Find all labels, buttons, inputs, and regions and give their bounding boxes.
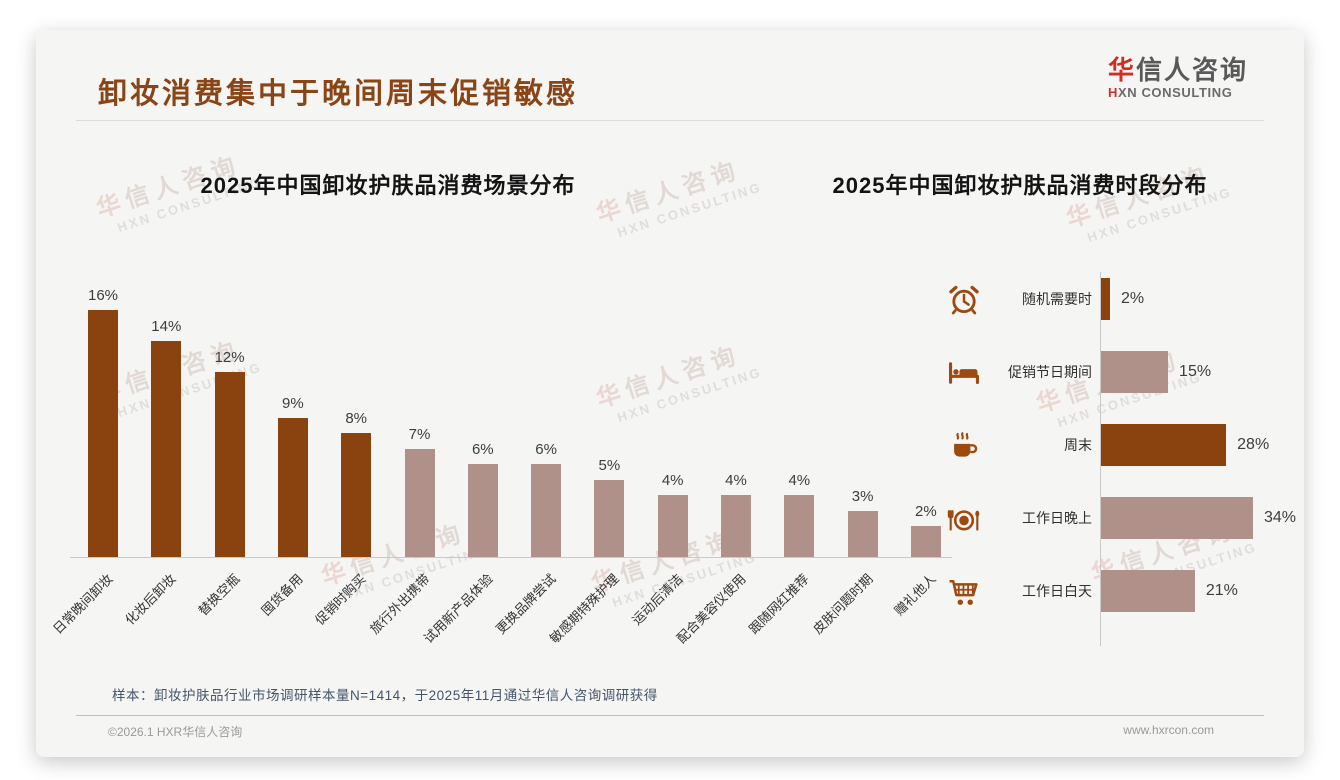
bar-运动后清洁 (657, 495, 688, 557)
bar-value-label: 6% (471, 441, 494, 459)
company-logo: 华信人咨询 HXN CONSULTING (1108, 56, 1248, 100)
bar-配合美容仪使用 (721, 495, 751, 557)
bar-促销节日期间 (1101, 351, 1169, 393)
bar-敏感期特殊护理 (594, 479, 625, 557)
bar-value-label: 4% (661, 472, 684, 490)
bar-value-label: 14% (151, 317, 182, 335)
bar-工作日白天 (1101, 570, 1195, 612)
page-title: 卸妆消费集中于晚间周末促销敏感 (98, 78, 579, 110)
x-axis-label: 替换空瓶 (194, 571, 243, 619)
time-category-label: 工作日白天 (1022, 583, 1092, 599)
bar-试用新产品体验 (467, 464, 498, 557)
bar-赠礼他人 (910, 526, 941, 557)
logo-en-text: HXN CONSULTING (1107, 84, 1248, 100)
x-axis-label: 跟随网红推荐 (746, 571, 813, 637)
bar-value-label: 16% (87, 286, 119, 304)
coffee-cup-icon (942, 427, 986, 465)
watermark-cn-accent: 华 (1063, 198, 1101, 234)
bar-value-label: 2% (915, 503, 937, 521)
time-chart-row: 随机需要时 2% (916, 278, 1304, 320)
x-axis-label: 更换品牌尝试 (493, 571, 559, 637)
bar-旅行外出携带 (404, 448, 435, 557)
bar-value-label: 4% (788, 472, 811, 490)
bar-皮肤问题时期 (847, 510, 878, 557)
bar-value-label: 7% (408, 425, 431, 443)
bar-周末 (1101, 424, 1227, 466)
bar-化妆后卸妆 (151, 340, 182, 557)
bar-value-label: 5% (598, 456, 621, 474)
x-axis-label: 囤货备用 (258, 571, 306, 619)
x-axis-label: 运动后清洁 (628, 571, 686, 628)
time-chart: 随机需要时 2% 促销节日期间 15% 周末 28% 工作日晚上 34% 工作日白天 21% (916, 272, 1304, 646)
bar-value-label: 28% (1237, 436, 1270, 453)
bar-替换空瓶 (214, 371, 245, 557)
scene-chart-title: 2025年中国卸妆护肤品消费场景分布 (200, 173, 576, 198)
x-axis-label: 试用新产品体验 (420, 571, 496, 647)
logo-en-accent: H (1107, 84, 1118, 100)
footer-website: www.hxrcon.com (1123, 723, 1214, 737)
logo-cn-text: 华信人咨询 (1108, 56, 1248, 85)
bar-value-label: 21% (1205, 582, 1238, 599)
time-chart-row: 周末 28% (916, 424, 1304, 466)
bar-囤货备用 (277, 417, 308, 557)
footer-divider (76, 715, 1264, 716)
bar-促销时购买 (341, 433, 372, 557)
bar-value-label: 3% (851, 487, 874, 505)
bar-value-label: 6% (535, 441, 557, 459)
x-axis-label: 皮肤问题时期 (809, 571, 876, 637)
bar-跟随网红推荐 (784, 495, 815, 557)
slide-card: 卸妆消费集中于晚间周末促销敏感 华信人咨询 HXN CONSULTING 202… (36, 30, 1304, 757)
x-axis-label: 配合美容仪使用 (673, 571, 749, 647)
shopping-cart-icon (942, 573, 986, 611)
x-axis-label: 促销时购买 (312, 571, 369, 628)
sample-footnote: 样本：卸妆护肤品行业市场调研样本量N=1414，于2025年11月通过华信人咨询… (112, 688, 658, 703)
time-category-label: 周末 (1064, 437, 1092, 453)
bar-更换品牌尝试 (531, 464, 562, 557)
bar-value-label: 12% (214, 348, 245, 366)
scene-chart-plot: 16% 14% 12% 9% 8% 7% 6% 6% 5% 4% 4% 4% 3% 2% (70, 280, 952, 558)
footer-copyright: ©2026.1 HXR华信人咨询 (108, 725, 243, 739)
header-divider (76, 120, 1264, 121)
logo-en-rest: XN CONSULTING (1117, 84, 1233, 100)
time-chart-title: 2025年中国卸妆护肤品消费时段分布 (832, 173, 1208, 198)
bar-value-label: 9% (282, 394, 304, 412)
time-chart-row: 工作日白天 21% (916, 570, 1304, 612)
time-chart-axis (1100, 272, 1101, 646)
logo-cn-accent: 华 (1107, 55, 1136, 85)
alarm-clock-icon (942, 281, 986, 319)
bar-value-label: 2% (1120, 290, 1145, 307)
x-axis-label: 化妆后卸妆 (122, 571, 180, 628)
bed-icon (942, 354, 986, 392)
bar-value-label: 34% (1263, 509, 1296, 526)
plate-cutlery-icon (942, 500, 986, 538)
time-category-label: 促销节日期间 (1008, 364, 1092, 380)
time-chart-row: 工作日晚上 34% (916, 497, 1304, 539)
x-axis-label: 旅行外出携带 (366, 571, 433, 637)
bar-日常晚间卸妆 (88, 309, 118, 557)
bar-value-label: 8% (345, 410, 368, 428)
bar-value-label: 15% (1179, 363, 1212, 380)
bar-value-label: 4% (725, 472, 747, 490)
x-axis-label: 敏感期特殊护理 (547, 571, 623, 647)
scene-chart-xticks: 日常晚间卸妆 化妆后卸妆 替换空瓶 囤货备用 促销时购买 旅行外出携带 试用新产品体验 更换品… (50, 561, 952, 686)
logo-cn-rest: 信人咨询 (1135, 55, 1248, 85)
bar-工作日晚上 (1101, 497, 1253, 539)
time-category-label: 工作日晚上 (1022, 510, 1092, 526)
time-chart-row: 促销节日期间 15% (916, 351, 1304, 393)
bar-随机需要时 (1101, 278, 1110, 320)
watermark-cn-accent: 华 (93, 188, 131, 224)
time-category-label: 随机需要时 (1022, 291, 1092, 307)
